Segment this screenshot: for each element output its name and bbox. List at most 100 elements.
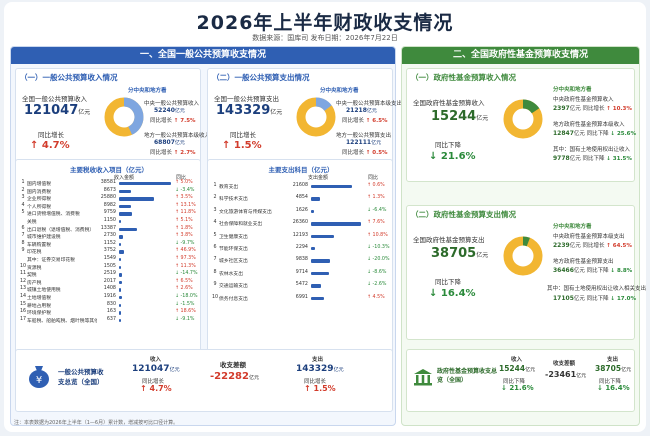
row-value: 2017: [103, 278, 116, 284]
row-growth: ↑ 4.5%: [367, 294, 385, 300]
general-expenditure-subtitle: （二）一般公共预算支出情况: [212, 73, 310, 82]
row-bar: [119, 250, 125, 254]
row-name: 国内增值税: [27, 182, 51, 187]
fund-revenue-central-label: 中央政府性基金预算收入: [553, 97, 614, 103]
fund-expenditure-donut: [503, 236, 543, 276]
fund-expenditure-central-label: 中央政府性基金预算本级支出: [553, 234, 625, 240]
row-name: 教育支出: [219, 185, 239, 190]
row-bar: [119, 197, 154, 201]
row-value: 5472: [295, 282, 308, 288]
table-row: 16 环境保护税 163 ↑ 18.6%: [20, 309, 198, 317]
row-number: 9: [213, 282, 217, 288]
fund-revenue-box: （一）政府性基金预算收入情况 全国政府性基金预算收入 15244亿元 同比下降 …: [406, 68, 636, 182]
row-value: 8982: [103, 202, 116, 208]
table-row: 12 房产税 2017 ↑ 6.5%: [20, 279, 198, 287]
fund-revenue-label: 全国政府性基金预算收入: [413, 99, 485, 107]
row-bar: [119, 258, 122, 262]
table-row: 9 交通运输支出 5472 ↓ -2.6%: [212, 282, 390, 290]
table-row: 1 国内增值税 38581 ↑ 5.0%: [20, 180, 198, 188]
fund-summary-income-value: 15244亿元: [499, 364, 536, 373]
row-growth: ↑ 11.3%: [175, 263, 196, 269]
row-growth: ↓ -18.0%: [175, 294, 198, 299]
row-growth: ↓ -2.6%: [367, 282, 387, 288]
row-name: 卫生健康支出: [219, 234, 248, 240]
table-row: 2 国内消费税 8673 ↓ -3.4%: [20, 188, 198, 196]
general-revenue-growth: ↑ 4.7%: [30, 140, 70, 151]
row-bar: [119, 204, 132, 209]
general-budget-panel: 一、全国一般公共预算收支情况 （一）一般公共预算收入情况 全国一般公共预算收入 …: [10, 46, 402, 426]
fund-expenditure-land-label: 其中：国有土地使用权出让收入相关支出: [547, 286, 646, 292]
fund-summary-diff-label: 收支差额: [553, 361, 576, 367]
general-summary-income-value: 121047亿元: [132, 364, 180, 374]
row-growth: ↓ -9.1%: [175, 316, 195, 322]
table-row: 其中：证券交易印花税 1549 ↑ 97.3%: [20, 256, 198, 264]
fund-summary-spend-yoy: 同比下降: [599, 379, 622, 385]
row-name: 耕地占用税: [27, 303, 51, 309]
table-row: 4 个人所得税 8982 ↑ 13.1%: [20, 203, 198, 211]
footnote: 注：本表数据为2026年上半年（1—6月）累计数，增减按可比口径计算。: [14, 420, 179, 426]
row-name: 企业所得税: [27, 197, 51, 203]
row-bar: [119, 273, 123, 277]
svg-text:¥: ¥: [36, 375, 42, 386]
row-bar: [311, 284, 322, 288]
row-bar: [311, 222, 361, 226]
row-value: 2519: [103, 271, 116, 277]
fund-summary-spend-value: 38705亿元: [595, 364, 632, 373]
table-row: 5 卫生健康支出 12193 ↑ 10.8%: [212, 233, 390, 241]
row-number: 7: [213, 257, 217, 263]
row-name: 城市维护建设税: [27, 235, 61, 241]
page-title: 2026年上半年财政收支情况: [196, 12, 454, 34]
table-row: 13 城镇土地使用税 1408 ↑ 2.6%: [20, 286, 198, 294]
row-bar: [119, 288, 121, 292]
row-value: 25880: [100, 195, 116, 201]
fund-summary-income-yoy: 同比下降: [503, 379, 526, 385]
row-value: 1626: [295, 207, 308, 213]
row-name: 文化旅游体育与传媒支出: [219, 209, 272, 215]
row-growth: ↑ 11.8%: [175, 210, 196, 216]
fund-expenditure-growth-label: 同比下降: [435, 278, 461, 286]
table-row: 7 城乡社区支出 9838 ↓ -20.0%: [212, 257, 390, 265]
row-growth: ↓ -14.7%: [175, 271, 198, 277]
table-row: 11 契税 2519 ↓ -14.7%: [20, 271, 198, 279]
row-name: 交通运输支出: [219, 284, 248, 290]
fund-revenue-value: 15244亿元: [431, 109, 489, 124]
row-bar: [119, 318, 121, 323]
row-bar: [119, 227, 138, 231]
general-summary-spend-yoy: 同比增长: [304, 379, 327, 385]
table-row: 3 文化旅游体育与传媒支出 1626 ↓ -6.4%: [212, 208, 390, 216]
row-name: 科学技术支出: [219, 197, 248, 203]
general-expenditure-label: 全国一般公共预算支出: [214, 95, 279, 103]
table-row: 6 出口退税（退增值税、消费税） 13387 ↑ 1.8%: [20, 226, 198, 234]
row-name: 城镇土地使用税: [27, 288, 61, 294]
fund-revenue-subtitle: （一）政府性基金预算收入情况: [411, 73, 516, 82]
row-number: 9: [21, 248, 25, 254]
row-growth: ↓ -9.7%: [175, 240, 195, 246]
tax-table-title: 主要税收收入项目（亿元）: [70, 166, 148, 174]
general-summary-label: 一般公共预算收支总览（全国）: [58, 368, 104, 386]
fund-summary-spend-growth: ↓ 16.4%: [597, 384, 630, 392]
row-name: 其中：证券交易印花税: [27, 258, 75, 263]
row-value: 26360: [292, 220, 308, 226]
general-expenditure-split-title: 分中央和地方看: [320, 88, 359, 94]
row-name: 车辆购置税: [27, 242, 51, 248]
row-growth: ↑ 2.6%: [175, 286, 193, 292]
row-value: 2294: [295, 245, 308, 250]
fund-expenditure-box: （二）政府性基金预算支出情况 全国政府性基金预算支出 38705亿元 同比下降 …: [406, 205, 646, 340]
row-name: 印花税: [27, 250, 42, 256]
spend-col-value: 支出金额: [308, 175, 329, 181]
general-revenue-central-value: 52240亿元: [154, 107, 185, 114]
row-name: 资源税: [27, 265, 42, 271]
general-summary-income-label: 收入: [150, 357, 162, 363]
fund-revenue-growth-label: 同比下降: [435, 141, 461, 149]
row-value: 830: [106, 301, 116, 307]
row-bar: [119, 296, 122, 300]
row-number: 12: [20, 278, 27, 284]
row-growth: ↓ -8.6%: [367, 269, 387, 275]
row-bar: [119, 311, 121, 315]
row-value: 9759: [103, 210, 116, 216]
tax-table-box: 主要税收收入项目（亿元） 收入金额 同比 1 国内增值税 38581 ↑ 5.0% 2 国…: [15, 159, 201, 384]
table-row: 9 印花税 3752 ↑ 46.9%: [20, 248, 198, 256]
row-number: 3: [21, 195, 25, 201]
row-name: 债务付息支出: [219, 296, 248, 302]
